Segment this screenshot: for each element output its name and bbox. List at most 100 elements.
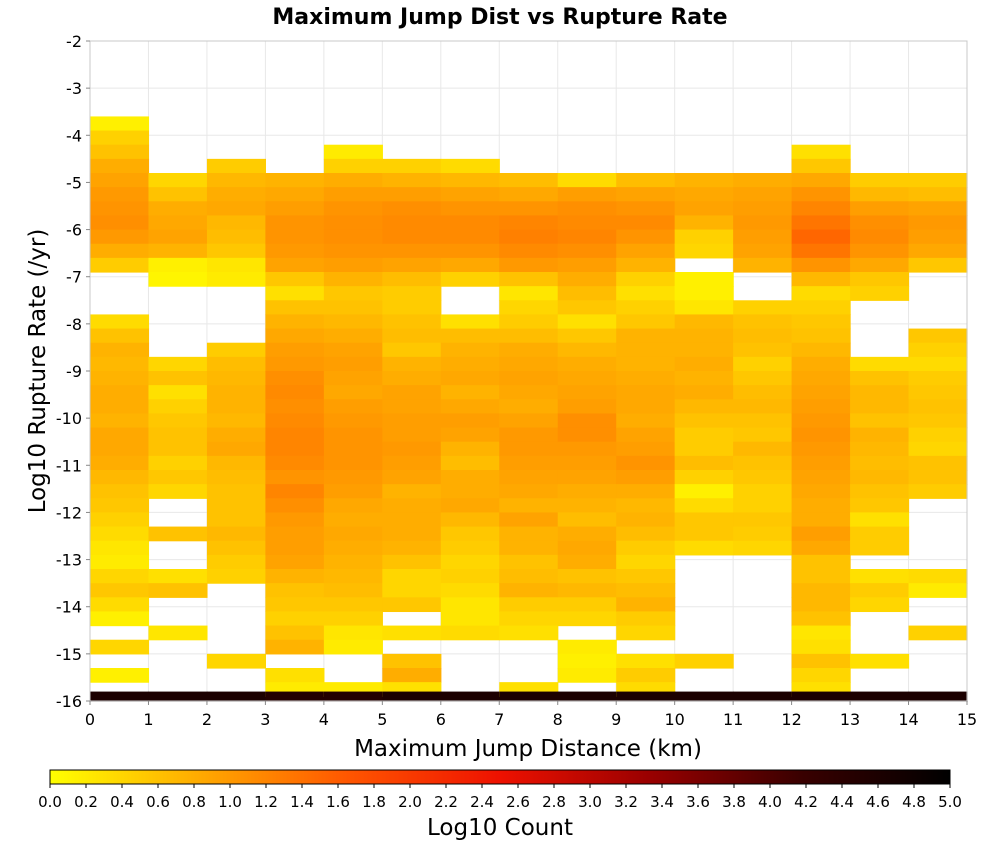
colorbar-tick-label: 5.0 — [938, 793, 962, 811]
colorbar-tick-label: 2.0 — [398, 793, 422, 811]
heatmap-cell — [791, 611, 851, 627]
heatmap-cell — [499, 257, 559, 273]
heatmap-cell — [382, 215, 442, 231]
heatmap-cell — [674, 526, 734, 542]
heatmap-cell — [557, 215, 617, 231]
heatmap-cell — [850, 215, 910, 231]
heatmap-cell — [557, 243, 617, 259]
heatmap-cell — [557, 653, 617, 669]
heatmap-cell — [557, 639, 617, 655]
heatmap-cell — [850, 691, 910, 702]
heatmap-cell — [791, 668, 851, 683]
heatmap-cell — [265, 427, 325, 443]
heatmap-cell — [791, 385, 851, 400]
heatmap-cell — [733, 512, 793, 528]
heatmap-cell — [616, 201, 676, 217]
x-tick-label: 5 — [377, 710, 387, 729]
heatmap-cell — [791, 399, 851, 415]
heatmap-cell — [908, 187, 968, 202]
heatmap-cell — [616, 413, 676, 429]
heatmap-cell — [616, 526, 676, 542]
x-tick-label: 10 — [664, 710, 684, 729]
heatmap-cell — [323, 611, 383, 627]
colorbar-tick-label: 2.6 — [506, 793, 530, 811]
heatmap-cell — [440, 314, 500, 330]
heatmap-cell — [616, 455, 676, 471]
colorbar-tick-label: 3.6 — [686, 793, 710, 811]
heatmap-cell — [557, 512, 617, 528]
heatmap-cell — [616, 371, 676, 386]
heatmap-cell — [382, 625, 442, 641]
heatmap-cell — [382, 272, 442, 287]
heatmap-cell — [850, 540, 910, 556]
heatmap-cell — [382, 470, 442, 485]
heatmap-cell — [733, 173, 793, 188]
y-tick-label: -14 — [56, 598, 82, 617]
heatmap-cell — [557, 314, 617, 330]
heatmap-cell — [557, 668, 617, 683]
heatmap-cell — [557, 597, 617, 613]
heatmap-cell — [733, 427, 793, 443]
heatmap-cell — [499, 243, 559, 259]
y-tick-label: -8 — [66, 315, 82, 334]
heatmap-cell — [908, 201, 968, 217]
heatmap-cell — [616, 441, 676, 457]
heatmap-cell — [265, 173, 325, 188]
heatmap-cell — [791, 427, 851, 443]
heatmap-cell — [206, 569, 266, 584]
heatmap-cell — [908, 470, 968, 485]
heatmap-cell — [90, 314, 150, 330]
x-tick-label: 0 — [85, 710, 95, 729]
heatmap-cell — [850, 455, 910, 471]
heatmap-cell — [90, 512, 150, 528]
colorbar-tick-label: 4.4 — [830, 793, 854, 811]
heatmap-cell — [440, 158, 500, 174]
heatmap-cell — [148, 625, 208, 641]
heatmap-cell — [733, 300, 793, 316]
y-tick-label: -6 — [66, 221, 82, 240]
heatmap-cell — [323, 187, 383, 202]
heatmap-cell — [499, 371, 559, 386]
heatmap-cell — [733, 243, 793, 259]
heatmap-cell — [90, 470, 150, 485]
heatmap-cell — [382, 371, 442, 386]
heatmap-cell — [323, 597, 383, 613]
heatmap-cell — [908, 441, 968, 457]
heatmap-cell — [440, 215, 500, 231]
heatmap-cell — [557, 201, 617, 217]
heatmap-cell — [440, 625, 500, 641]
heatmap-cell — [733, 215, 793, 231]
heatmap-cell — [440, 342, 500, 358]
heatmap-cell — [908, 257, 968, 273]
heatmap-cell — [674, 399, 734, 415]
heatmap-cell — [323, 215, 383, 231]
heatmap-cell — [382, 187, 442, 202]
heatmap-cell — [382, 569, 442, 584]
x-tick-label: 6 — [436, 710, 446, 729]
heatmap-cell — [791, 597, 851, 613]
heatmap-cell — [733, 498, 793, 514]
heatmap-cell — [616, 427, 676, 443]
heatmap-cell — [674, 540, 734, 556]
heatmap-cell — [499, 484, 559, 499]
heatmap-cell — [90, 371, 150, 386]
heatmap-cell — [265, 691, 325, 702]
heatmap-cell — [908, 328, 968, 344]
heatmap-cell — [674, 229, 734, 245]
heatmap-cell — [733, 540, 793, 556]
heatmap-cell — [674, 314, 734, 330]
colorbar-tick-label: 4.0 — [758, 793, 782, 811]
heatmap-cell — [382, 257, 442, 273]
heatmap-cell — [148, 484, 208, 499]
heatmap-cell — [440, 328, 500, 344]
heatmap-cell — [850, 229, 910, 245]
heatmap-cell — [206, 455, 266, 471]
heatmap-cell — [440, 441, 500, 457]
x-tick-label: 4 — [319, 710, 329, 729]
x-tick-label: 15 — [957, 710, 977, 729]
heatmap-cell — [148, 243, 208, 259]
heatmap-cell — [440, 257, 500, 273]
heatmap-cell — [206, 399, 266, 415]
colorbar-tick-label: 4.8 — [902, 793, 926, 811]
colorbar-tick-label: 4.2 — [794, 793, 818, 811]
